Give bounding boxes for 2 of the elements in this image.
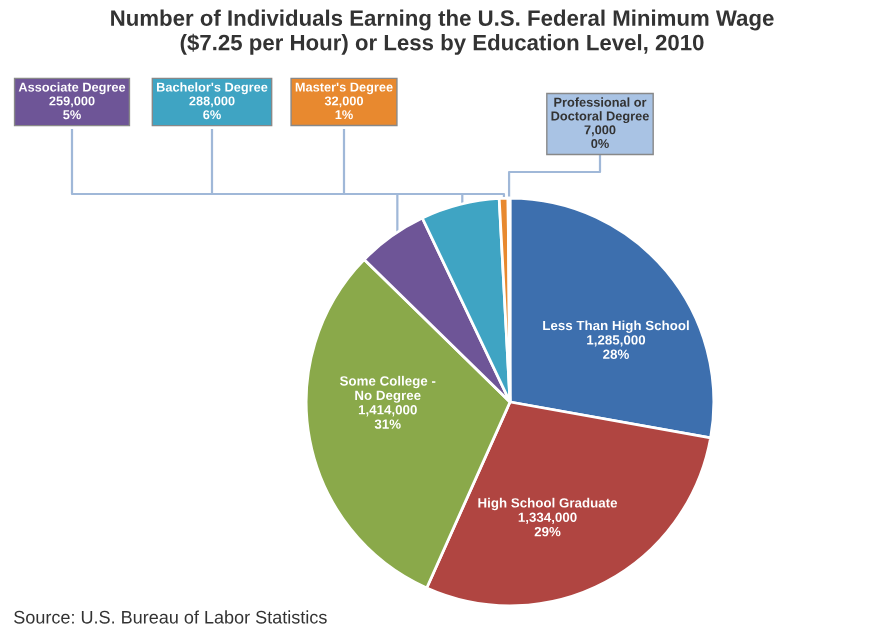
source-note: Source: U.S. Bureau of Labor Statistics <box>14 610 327 624</box>
chart-title: Number of Individuals Earning the U.S. Federal Minimum Wage ($7.25 per Hour) or Less by Education Level, 2010 <box>111 9 774 55</box>
